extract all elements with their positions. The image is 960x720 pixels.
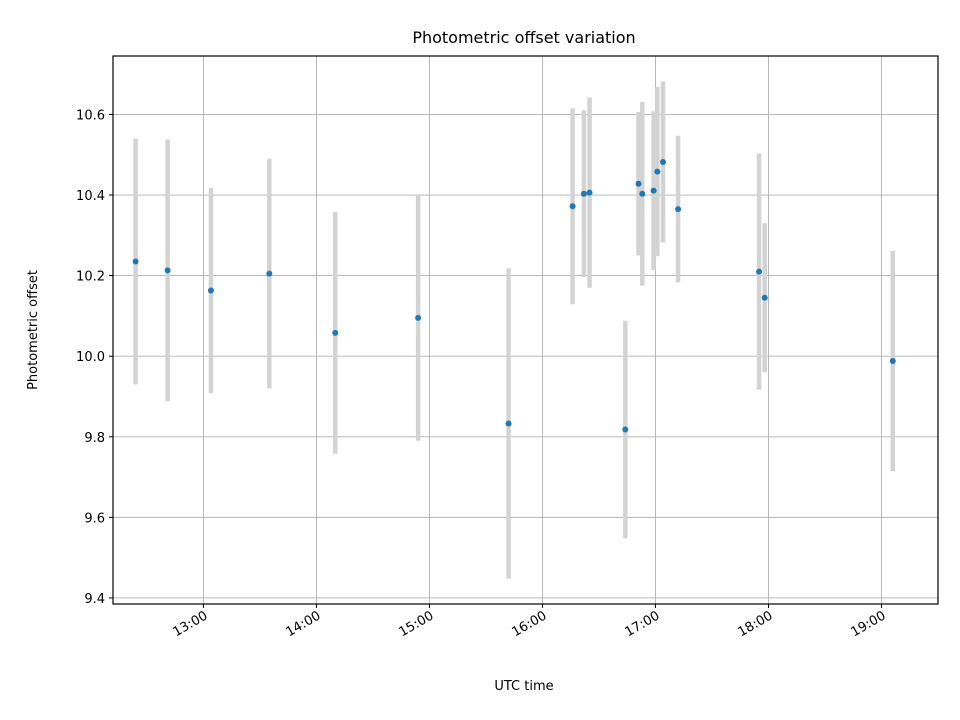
- data-point: [675, 206, 682, 213]
- data-point: [505, 420, 512, 427]
- y-tick-label: 10.6: [76, 108, 105, 123]
- y-tick-label: 9.4: [84, 592, 105, 607]
- data-point: [660, 158, 666, 165]
- data-point: [580, 190, 587, 197]
- data-point: [569, 203, 576, 210]
- data-point: [266, 270, 273, 277]
- data-point: [650, 187, 657, 194]
- y-tick-label: 9.6: [84, 511, 105, 526]
- data-point: [332, 329, 339, 336]
- y-tick-label: 10.4: [76, 189, 105, 204]
- data-point: [132, 258, 139, 265]
- data-point: [889, 358, 896, 365]
- data-point: [207, 287, 214, 294]
- y-tick-label: 10.2: [76, 270, 105, 285]
- data-point: [654, 168, 661, 175]
- data-point: [635, 180, 642, 187]
- data-points: [132, 158, 896, 433]
- y-tick-label: 9.8: [84, 431, 105, 446]
- data-point: [761, 294, 768, 301]
- data-point: [756, 268, 763, 275]
- data-point: [164, 267, 171, 274]
- y-axis-ticks: 9.4 9.6 9.8 10.0 10.2 10.4 10.6: [76, 108, 113, 607]
- x-axis-label: UTC time: [494, 679, 553, 694]
- chart-title: Photometric offset variation: [412, 28, 635, 47]
- data-point: [415, 314, 422, 321]
- data-point: [639, 190, 646, 197]
- data-point: [586, 189, 593, 196]
- y-tick-label: 10.0: [76, 350, 105, 365]
- data-point: [622, 426, 629, 433]
- plot-frame: [112, 55, 939, 605]
- y-axis-label: Photometric offset: [26, 270, 41, 390]
